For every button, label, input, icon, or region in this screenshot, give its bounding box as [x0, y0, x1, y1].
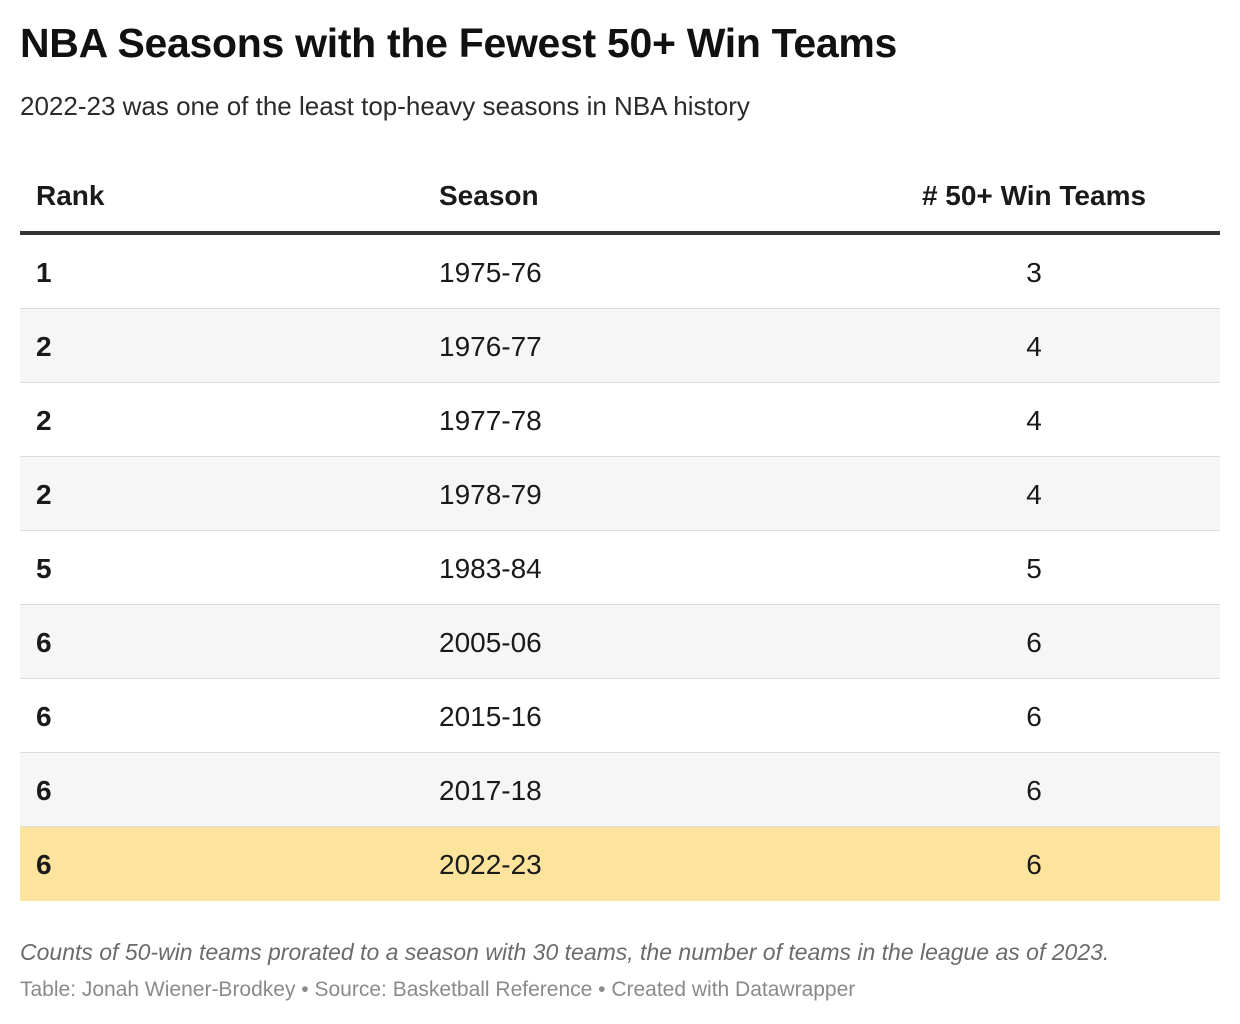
cell-win-teams: 6 [1026, 849, 1042, 880]
cell-win-teams: 6 [1026, 775, 1042, 806]
cell-rank: 6 [36, 849, 52, 880]
cell-season: 2022-23 [439, 849, 542, 880]
cell-rank: 2 [36, 331, 52, 362]
cell-win-teams: 6 [1026, 701, 1042, 732]
table-row: 1 1975-76 3 [20, 235, 1220, 309]
cell-season: 1976-77 [439, 331, 542, 362]
cell-rank: 2 [36, 479, 52, 510]
table-body: 1 1975-76 3 2 1976-77 4 2 1977-78 4 2 1978-79 4 5 198… [20, 235, 1220, 901]
table-row: 5 1983-84 5 [20, 531, 1220, 605]
cell-win-teams: 3 [1026, 257, 1042, 288]
data-table: Rank Season # 50+ Win Teams 1 1975-76 3 2 19… [20, 160, 1220, 901]
table-credits: Table: Jonah Wiener-Brodkey • Source: Ba… [20, 978, 856, 1001]
cell-season: 1978-79 [439, 479, 542, 510]
chart-title: NBA Seasons with the Fewest 50+ Win Team… [20, 20, 898, 66]
table-row: 6 2005-06 6 [20, 605, 1220, 679]
cell-rank: 5 [36, 553, 52, 584]
column-header-season[interactable]: Season [439, 180, 539, 211]
table-row: 6 2015-16 6 [20, 679, 1220, 753]
cell-season: 1983-84 [439, 553, 542, 584]
cell-win-teams: 4 [1026, 331, 1042, 362]
chart-subtitle: 2022-23 was one of the least top-heavy s… [20, 91, 750, 121]
cell-win-teams: 5 [1026, 553, 1042, 584]
cell-rank: 1 [36, 257, 52, 288]
table-row: 6 2017-18 6 [20, 753, 1220, 827]
cell-season: 2015-16 [439, 701, 542, 732]
cell-rank: 6 [36, 627, 52, 658]
cell-season: 2005-06 [439, 627, 542, 658]
table-header: Rank Season # 50+ Win Teams [20, 160, 1220, 235]
cell-win-teams: 6 [1026, 627, 1042, 658]
cell-rank: 6 [36, 701, 52, 732]
cell-season: 1975-76 [439, 257, 542, 288]
cell-season: 2017-18 [439, 775, 542, 806]
column-header-win-teams[interactable]: # 50+ Win Teams [921, 180, 1147, 211]
cell-win-teams: 4 [1026, 405, 1042, 436]
cell-rank: 6 [36, 775, 52, 806]
cell-rank: 2 [36, 405, 52, 436]
table-row: 2 1977-78 4 [20, 383, 1220, 457]
column-header-rank[interactable]: Rank [36, 180, 105, 211]
table-row-highlighted: 6 2022-23 6 [20, 827, 1220, 901]
cell-win-teams: 4 [1026, 479, 1042, 510]
table-note: Counts of 50-win teams prorated to a sea… [20, 939, 1110, 965]
table-row: 2 1976-77 4 [20, 309, 1220, 383]
table-row: 2 1978-79 4 [20, 457, 1220, 531]
cell-season: 1977-78 [439, 405, 542, 436]
